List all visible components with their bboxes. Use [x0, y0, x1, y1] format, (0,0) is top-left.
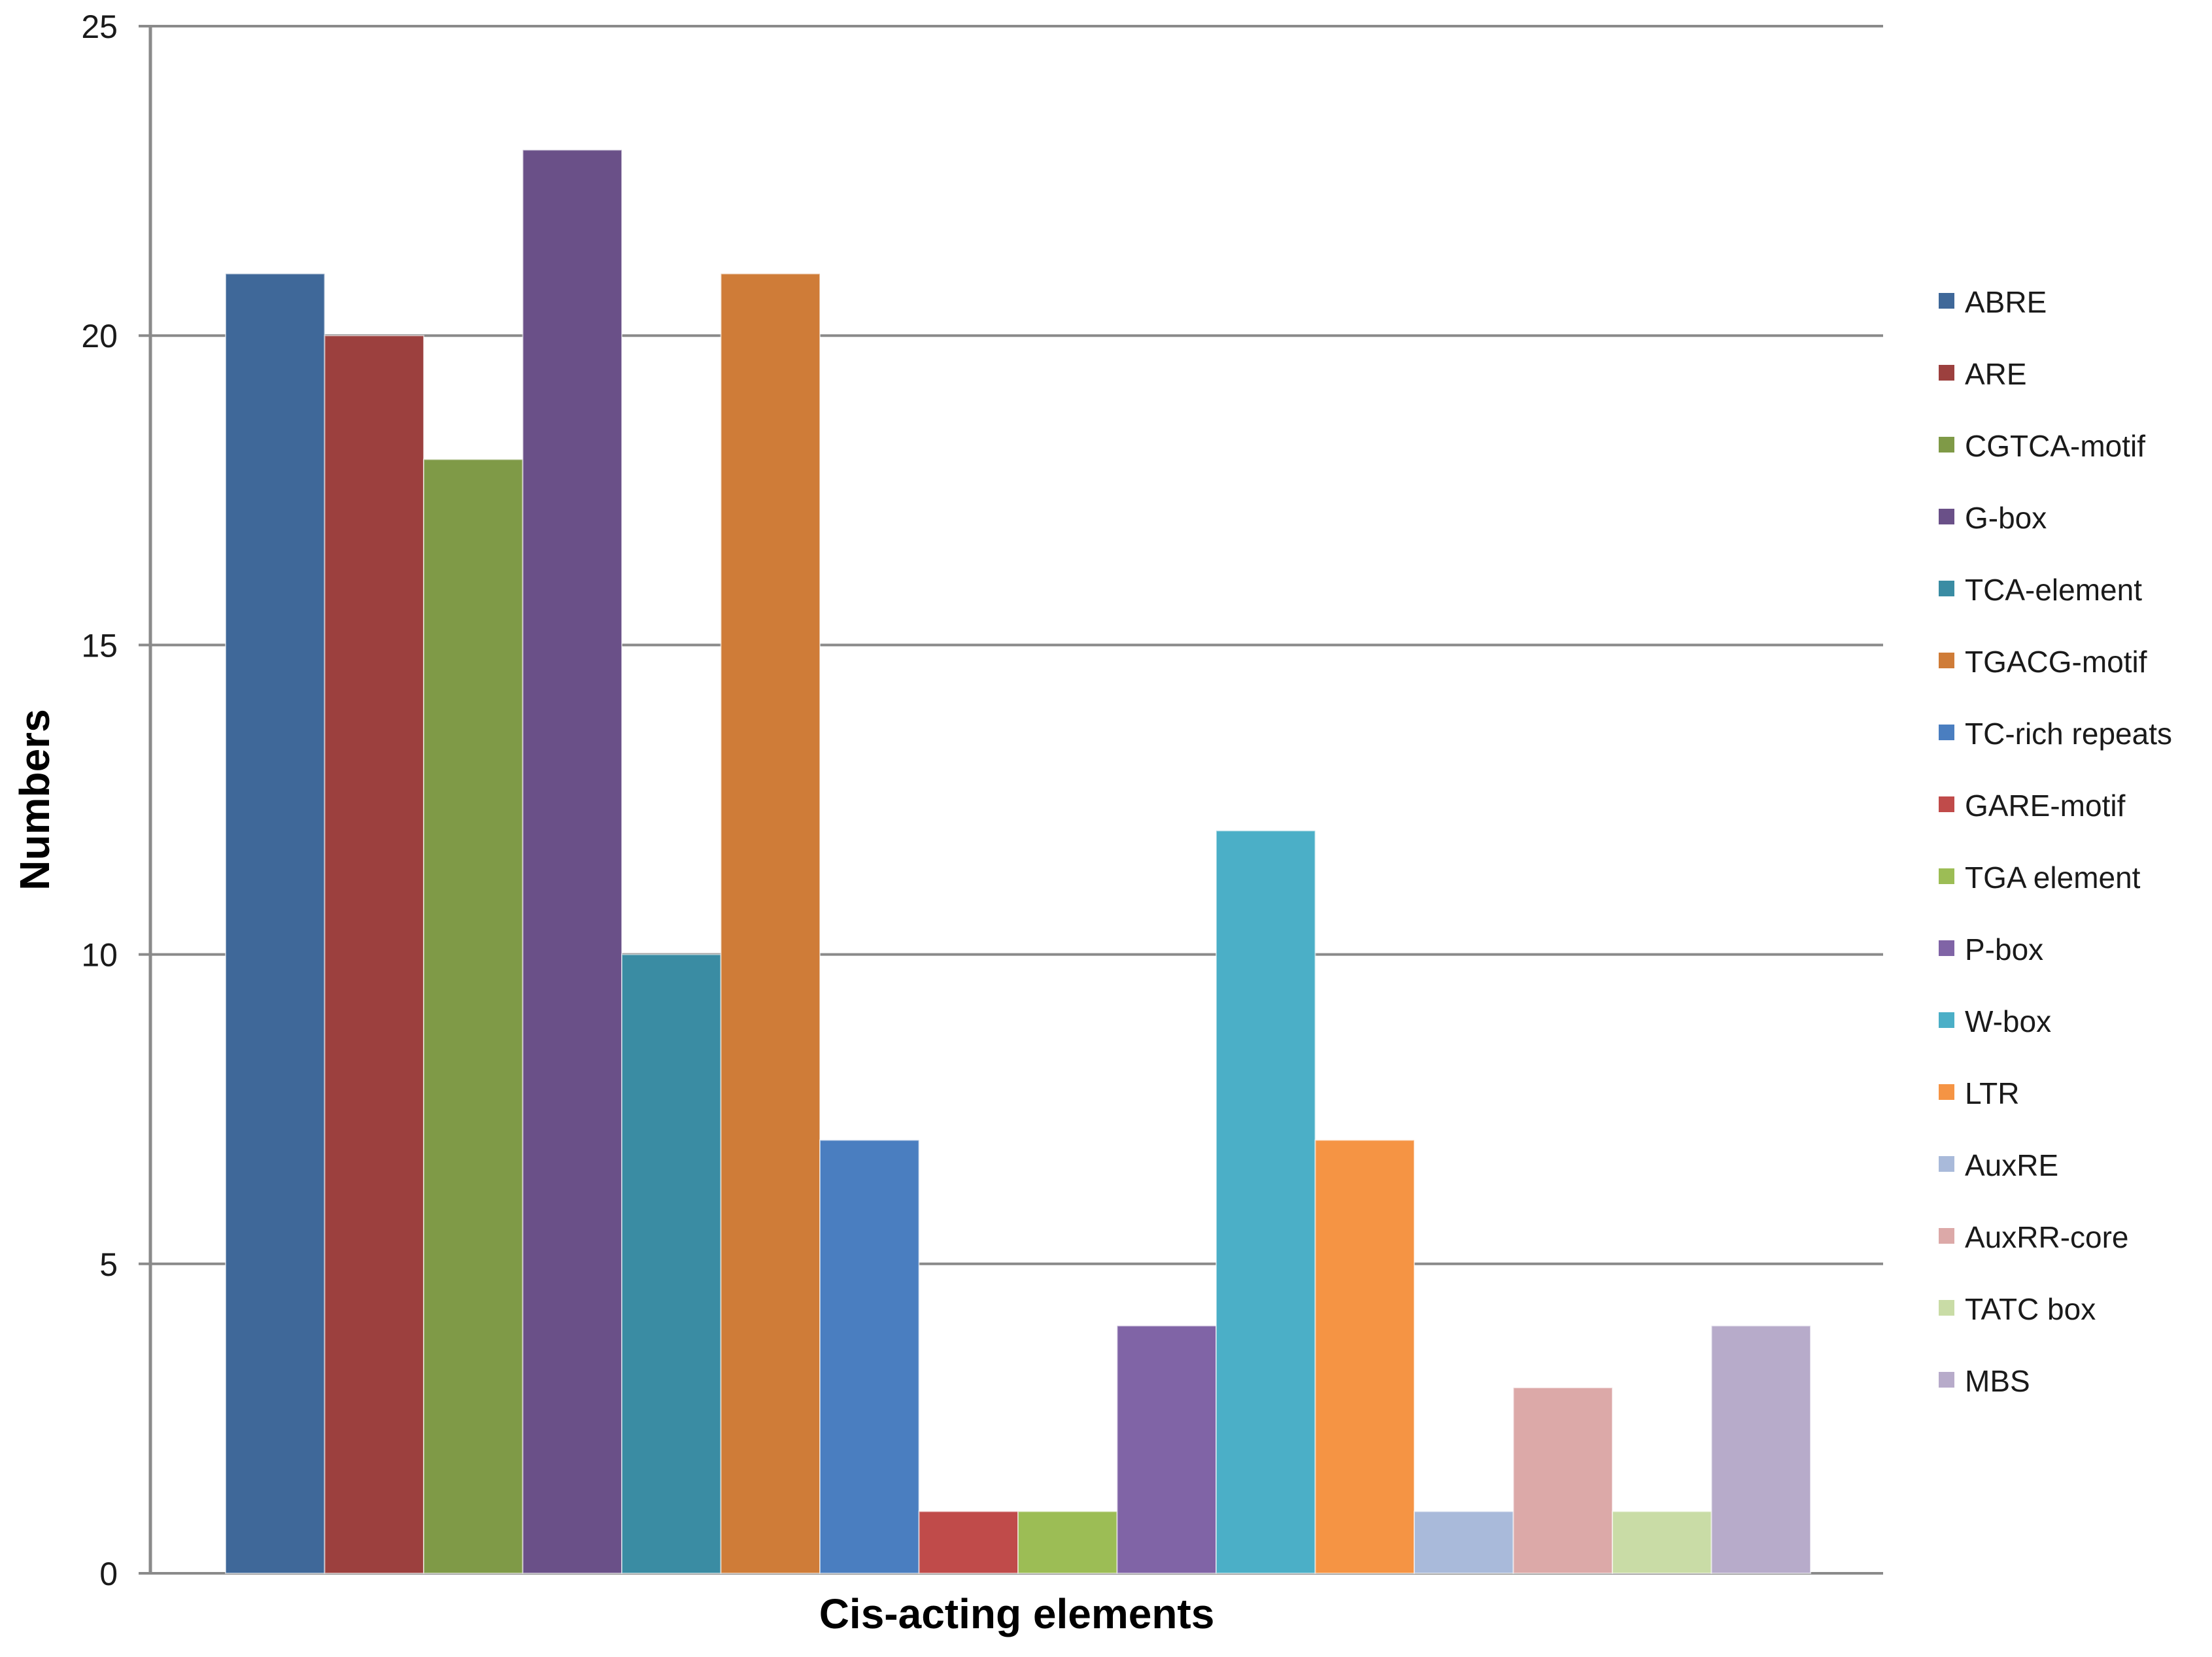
legend-label: ABRE [1965, 285, 2047, 319]
legend-label: TATC box [1965, 1292, 2096, 1326]
bar-tatc-box [1612, 1511, 1712, 1575]
legend-swatch [1939, 1156, 1954, 1172]
legend-swatch [1939, 1084, 1954, 1100]
legend-swatch [1939, 293, 1954, 309]
bar-cgtca-motif [423, 458, 524, 1574]
y-tick-label: 10 [81, 937, 118, 974]
bar-are [324, 335, 424, 1575]
legend-label: GARE-motif [1965, 789, 2126, 823]
legend-label: AuxRE [1965, 1148, 2058, 1182]
bar-tga-element [1017, 1511, 1118, 1575]
bar-ltr [1314, 1139, 1415, 1574]
legend-label: TGA element [1965, 861, 2141, 895]
legend-label: TC-rich repeats [1965, 717, 2172, 751]
legend-label: W-box [1965, 1004, 2051, 1038]
legend-label: TGACG-motif [1965, 645, 2147, 679]
bar-w-box [1216, 830, 1316, 1574]
y-tick-label: 5 [99, 1246, 118, 1283]
legend: ABRE ARE CGTCA-motif G-box TCA-element TGACG-… [1939, 285, 2172, 1398]
bar-tgacg-motif [720, 273, 821, 1574]
x-axis-title: Cis-acting elements [819, 1590, 1215, 1637]
legend-swatch [1939, 725, 1954, 740]
legend-swatch [1939, 653, 1954, 668]
bar-mbs [1710, 1325, 1811, 1574]
legend-swatch [1939, 1228, 1954, 1244]
legend-label: LTR [1965, 1076, 2020, 1110]
legend-label: G-box [1965, 501, 2047, 535]
legend-label: MBS [1965, 1364, 2030, 1398]
bar-tc-rich-repeats [819, 1139, 920, 1574]
legend-swatch [1939, 868, 1954, 884]
legend-label: CGTCA-motif [1965, 429, 2145, 463]
bar-auxrr-core [1512, 1387, 1613, 1575]
bar-tca-element [621, 953, 722, 1574]
legend-swatch [1939, 1300, 1954, 1316]
bar-abre [225, 273, 326, 1574]
legend-label: ARE [1965, 357, 2027, 391]
y-tick-label: 0 [99, 1556, 118, 1592]
bar-gare-motif [918, 1511, 1019, 1575]
y-tick-label: 15 [81, 627, 118, 664]
bar-auxre [1414, 1511, 1514, 1575]
legend-swatch [1939, 796, 1954, 812]
bars [225, 149, 1811, 1575]
y-tick-label: 25 [81, 9, 118, 45]
y-tick-label: 20 [81, 318, 118, 354]
bar-p-box [1116, 1325, 1217, 1574]
legend-swatch [1939, 1372, 1954, 1388]
legend-swatch [1939, 437, 1954, 453]
legend-swatch [1939, 365, 1954, 381]
legend-swatch [1939, 509, 1954, 524]
legend-label: AuxRR-core [1965, 1220, 2129, 1254]
y-tick-labels: 0 5 10 15 20 25 [81, 9, 118, 1592]
legend-swatch [1939, 581, 1954, 596]
legend-swatch [1939, 1012, 1954, 1028]
y-axis-title: Numbers [11, 709, 58, 890]
legend-label: TCA-element [1965, 573, 2142, 607]
legend-label: P-box [1965, 932, 2043, 966]
bar-g-box [522, 149, 622, 1574]
legend-swatch [1939, 940, 1954, 956]
